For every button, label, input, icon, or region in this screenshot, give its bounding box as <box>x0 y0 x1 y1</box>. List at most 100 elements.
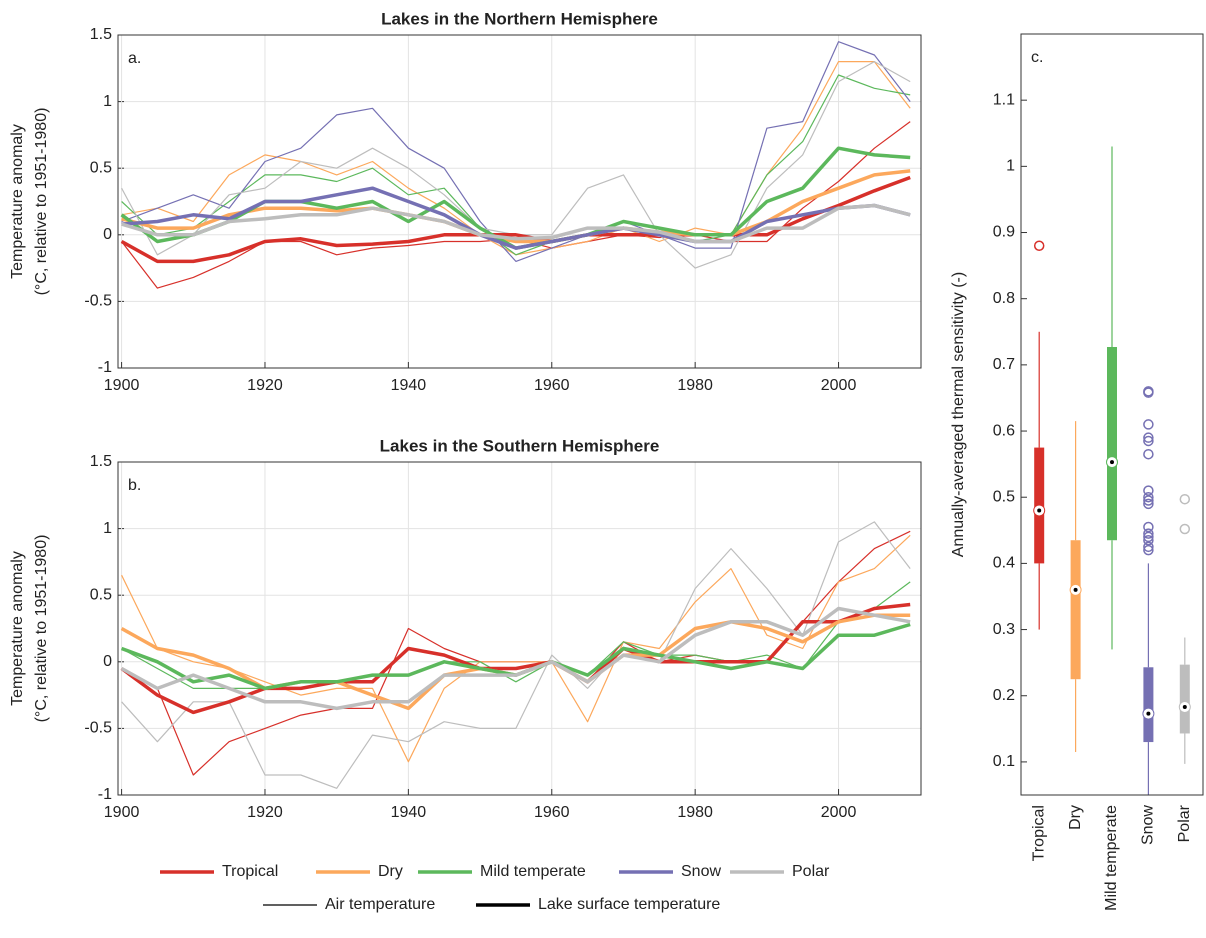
x-tick-label: 2000 <box>821 804 857 821</box>
legend-label: Dry <box>378 863 403 880</box>
y-axis-label: (°C, relative to 1951-1980) <box>33 535 50 723</box>
outlier <box>1143 448 1154 460</box>
series-line <box>121 581 911 689</box>
median-dot <box>1073 587 1078 592</box>
legend-label: Lake surface temperature <box>538 896 720 913</box>
y-axis-label: Annually-averaged thermal sensitivity (-… <box>950 272 967 557</box>
y-tick-label: 0.5 <box>90 159 112 176</box>
outlier <box>1143 541 1154 553</box>
box <box>1143 667 1154 743</box>
series-line <box>120 602 911 715</box>
y-axis-label: (°C, relative to 1951-1980) <box>33 108 50 296</box>
x-tick-label: Dry <box>1067 805 1084 830</box>
y-axis-label: Temperature anomaly <box>9 551 26 706</box>
panel-label: a. <box>128 50 141 67</box>
y-axis-label: Temperature anomaly <box>9 124 26 279</box>
y-tick-label: 0.8 <box>993 290 1015 307</box>
legend-label: Snow <box>681 863 721 880</box>
series-line <box>121 121 911 289</box>
y-tick-label: 0.7 <box>993 356 1015 373</box>
outlier <box>1143 491 1154 503</box>
outlier <box>1143 544 1154 556</box>
x-tick-label: 1920 <box>247 377 283 394</box>
y-tick-label: 1.5 <box>90 453 112 470</box>
y-tick-label: 1 <box>103 520 112 537</box>
outlier <box>1143 495 1154 506</box>
y-tick-label: 0.9 <box>993 224 1015 241</box>
y-tick-label: 1 <box>1006 158 1015 175</box>
series-line <box>121 186 911 250</box>
x-tick-label: 1940 <box>391 377 427 394</box>
outlier <box>1179 523 1191 535</box>
y-tick-label: 1.5 <box>90 26 112 43</box>
y-tick-label: 0.5 <box>993 488 1015 505</box>
chart-title: Lakes in the Southern Hemisphere <box>380 436 660 455</box>
x-tick-label: Snow <box>1140 805 1157 845</box>
y-tick-label: -0.5 <box>84 293 112 310</box>
outlier <box>1143 528 1154 539</box>
outlier <box>1143 498 1154 510</box>
y-tick-label: 0.5 <box>90 586 112 603</box>
legend-label: Polar <box>792 863 830 880</box>
box <box>1179 664 1190 734</box>
x-tick-label: Polar <box>1176 804 1193 842</box>
outlier <box>1143 419 1154 430</box>
x-tick-label: 1900 <box>104 804 140 821</box>
x-tick-label: 1980 <box>677 804 713 821</box>
series-line <box>121 534 911 763</box>
legend-label: Air temperature <box>325 896 435 913</box>
outlier <box>1143 531 1154 543</box>
x-tick-label: 1940 <box>391 804 427 821</box>
y-tick-label: 0.2 <box>993 687 1015 704</box>
x-tick-label: Mild temperate <box>1103 805 1120 911</box>
y-tick-label: -0.5 <box>84 720 112 737</box>
outlier <box>1143 386 1154 397</box>
chart-title: Lakes in the Northern Hemisphere <box>381 9 658 28</box>
box <box>1070 540 1081 680</box>
legend-label: Tropical <box>222 863 278 880</box>
y-tick-label: 0.4 <box>993 555 1015 572</box>
outlier <box>1143 534 1154 546</box>
outlier <box>1033 240 1045 252</box>
series-line <box>121 203 911 244</box>
x-tick-label: 1920 <box>247 804 283 821</box>
panel-label: b. <box>128 477 141 494</box>
median-dot <box>1146 711 1151 716</box>
outlier <box>1143 435 1154 447</box>
median-dot <box>1182 704 1187 709</box>
y-tick-label: -1 <box>98 359 112 376</box>
plot-frame <box>1020 33 1204 796</box>
outlier <box>1143 521 1154 533</box>
series-line <box>120 606 911 711</box>
outlier <box>1143 485 1154 496</box>
plot-frame <box>117 34 922 369</box>
outlier <box>1179 493 1191 505</box>
x-tick-label: 2000 <box>821 377 857 394</box>
series-line <box>121 61 911 256</box>
x-tick-label: 1900 <box>104 377 140 394</box>
y-tick-label: 0.6 <box>993 422 1015 439</box>
y-tick-label: 1.1 <box>993 91 1015 108</box>
legend-label: Mild temperate <box>480 863 586 880</box>
x-tick-label: 1960 <box>534 377 570 394</box>
series-line <box>121 41 911 262</box>
y-tick-label: 0.1 <box>993 753 1015 770</box>
median-dot <box>1037 508 1042 513</box>
series-line <box>121 169 911 244</box>
plot-frame <box>117 461 922 796</box>
y-tick-label: 0 <box>103 226 112 243</box>
series-line <box>121 521 911 789</box>
median-dot <box>1110 460 1114 465</box>
y-tick-label: 0 <box>103 653 112 670</box>
series-line <box>121 530 911 776</box>
y-tick-label: 1 <box>103 93 112 110</box>
y-tick-label: 0.3 <box>993 621 1015 638</box>
box <box>1107 347 1117 541</box>
x-tick-label: 1980 <box>677 377 713 394</box>
x-tick-label: Tropical <box>1030 805 1047 861</box>
outlier <box>1143 432 1154 443</box>
x-tick-label: 1960 <box>534 804 570 821</box>
panel-label: c. <box>1031 49 1043 66</box>
y-tick-label: -1 <box>98 786 112 803</box>
